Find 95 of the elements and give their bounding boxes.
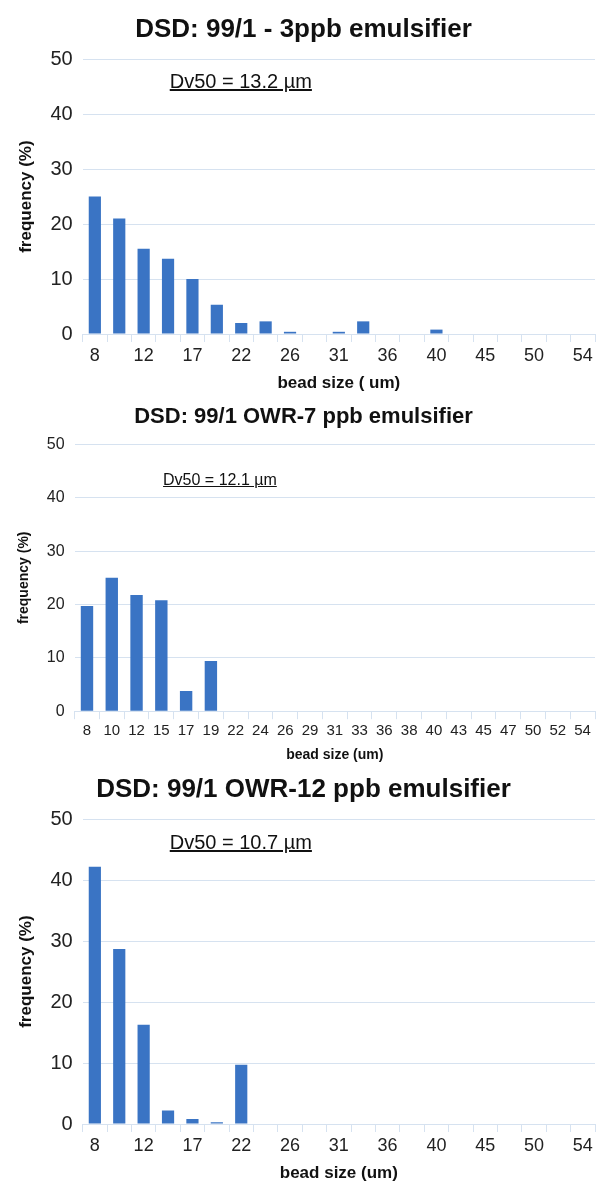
bar — [113, 949, 126, 1124]
x-tick-label: 54 — [572, 1134, 593, 1155]
x-tick-label: 36 — [377, 1134, 398, 1155]
x-tick-label: 50 — [524, 721, 542, 739]
bar — [88, 196, 101, 334]
bar — [137, 1024, 150, 1124]
x-axis-title: bead size ( um) — [277, 373, 401, 393]
x-tick-label: 33 — [351, 721, 368, 739]
x-tick-label: 54 — [574, 721, 591, 739]
chart-title: DSD: 99/1 - 3ppb emulsifier — [135, 12, 472, 43]
y-tick-label: 0 — [61, 321, 73, 344]
y-tick-label: 10 — [50, 1050, 73, 1073]
x-tick-label: 22 — [231, 1134, 252, 1155]
bar — [430, 329, 443, 334]
chart-title: DSD: 99/1 OWR-7 ppb emulsifier — [134, 403, 474, 429]
bar — [161, 258, 175, 334]
x-tick-label: 52 — [549, 721, 567, 739]
x-tick-label: 8 — [89, 344, 100, 365]
x-tick-label: 47 — [499, 721, 517, 739]
x-tick-label: 36 — [377, 344, 398, 365]
annotation: Dv50 = 10.7 µm — [169, 831, 312, 855]
y-tick-label: 40 — [50, 867, 73, 890]
y-tick-label: 20 — [50, 211, 73, 234]
x-tick-label: 54 — [572, 344, 593, 365]
x-tick-label: 29 — [301, 721, 319, 739]
x-tick-label: 26 — [276, 721, 294, 739]
x-tick-label: 38 — [400, 721, 418, 739]
bar — [259, 321, 272, 334]
x-tick-label: 15 — [152, 721, 170, 739]
y-tick-label: 0 — [55, 701, 65, 719]
bar — [161, 1110, 175, 1124]
x-tick-label: 26 — [280, 1134, 301, 1155]
x-tick-label: 45 — [475, 344, 496, 365]
x-tick-label: 50 — [523, 344, 545, 365]
x-tick-label: 12 — [133, 1134, 154, 1155]
bar — [80, 606, 94, 711]
x-tick-label: 40 — [426, 1134, 447, 1155]
y-tick-label: 40 — [46, 488, 65, 506]
bar — [235, 1064, 248, 1124]
x-tick-label: 17 — [177, 721, 195, 739]
y-tick-label: 50 — [50, 46, 73, 69]
x-tick-label: 8 — [82, 721, 92, 739]
bar — [179, 690, 193, 711]
x-tick-label: 26 — [280, 344, 301, 365]
x-tick-label: 12 — [128, 721, 145, 739]
bar — [130, 594, 143, 711]
x-axis-title: bead size (um) — [286, 746, 384, 763]
y-tick-label: 0 — [61, 1111, 73, 1134]
y-tick-label: 30 — [50, 156, 73, 179]
x-tick-label: 43 — [450, 721, 468, 739]
bar — [186, 1119, 199, 1124]
y-axis-title: frequency (%) — [15, 531, 32, 625]
y-tick-label: 50 — [46, 434, 65, 452]
x-tick-label: 40 — [425, 721, 443, 739]
bar — [137, 248, 150, 334]
x-tick-label: 31 — [328, 344, 349, 365]
y-tick-label: 10 — [46, 648, 65, 666]
x-axis-title: bead size (um) — [279, 1163, 398, 1183]
x-tick-label: 45 — [475, 721, 492, 739]
y-tick-label: 20 — [50, 989, 73, 1012]
x-tick-label: 40 — [426, 344, 447, 365]
annotation: Dv50 = 13.2 µm — [169, 70, 312, 94]
y-tick-label: 40 — [50, 101, 73, 124]
bar — [105, 577, 118, 711]
y-tick-label: 10 — [50, 266, 73, 289]
x-tick-label: 22 — [231, 344, 252, 365]
x-tick-label: 17 — [182, 1134, 203, 1155]
x-tick-label: 17 — [182, 344, 203, 365]
y-tick-label: 30 — [46, 541, 65, 559]
bar — [210, 304, 223, 334]
bar — [204, 661, 218, 711]
bar — [186, 279, 199, 334]
x-tick-label: 8 — [89, 1134, 100, 1155]
chart-title: DSD: 99/1 OWR-12 ppb emulsifier — [96, 772, 511, 803]
x-tick-label: 45 — [475, 1134, 496, 1155]
x-tick-label: 31 — [328, 1134, 349, 1155]
y-axis-title: frequency (%) — [15, 915, 35, 1028]
x-tick-label: 22 — [227, 721, 245, 739]
x-tick-label: 31 — [326, 721, 344, 739]
annotation: Dv50 = 12.1 µm — [163, 471, 277, 490]
bar — [113, 218, 126, 334]
x-tick-label: 10 — [103, 721, 121, 739]
y-tick-label: 30 — [50, 928, 73, 951]
x-tick-label: 24 — [252, 721, 269, 739]
y-axis-title: frequency (%) — [15, 140, 35, 253]
y-tick-label: 50 — [50, 806, 73, 829]
bar — [235, 323, 248, 334]
x-tick-label: 12 — [133, 344, 154, 365]
x-tick-label: 36 — [376, 721, 393, 739]
bar — [155, 600, 168, 711]
y-tick-label: 20 — [46, 594, 65, 612]
x-tick-label: 19 — [202, 721, 220, 739]
x-tick-label: 50 — [523, 1134, 545, 1155]
bar — [357, 321, 370, 334]
bar — [88, 866, 101, 1124]
